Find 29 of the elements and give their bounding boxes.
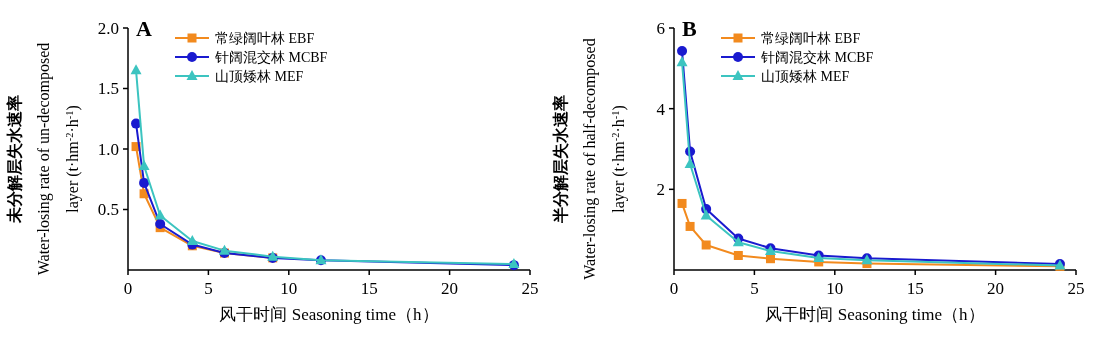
legend-label: 山顶矮林 MEF [215, 68, 304, 84]
legend-label: 常绿阔叶林 EBF [215, 30, 315, 46]
y-tick-label: 6 [656, 18, 665, 38]
y-tick-label: 4 [656, 99, 666, 119]
chart-title: B [682, 16, 697, 41]
x-tick-label: 0 [123, 279, 133, 298]
x-tick-label: 25 [521, 279, 539, 298]
x-tick-label: 15 [906, 279, 924, 298]
y-tick-label: 2.0 [97, 18, 119, 38]
y-tick-label: 2 [656, 180, 665, 200]
x-tick-label: 10 [826, 279, 844, 298]
x-tick-label: 15 [360, 279, 378, 298]
chart-title: A [136, 16, 152, 41]
x-tick-label: 5 [750, 279, 759, 298]
x-tick-label: 10 [280, 279, 298, 298]
y-tick-label: 0.5 [97, 200, 119, 220]
legend-label: 针阔混交林 MCBF [760, 49, 874, 65]
legend-label: 针阔混交林 MCBF [214, 49, 328, 65]
x-tick-label: 20 [441, 279, 459, 298]
legend-label: 常绿阔叶林 EBF [761, 30, 861, 46]
x-tick-label: 5 [204, 279, 213, 298]
x-tick-label: 20 [987, 279, 1005, 298]
x-axis-title: 风干时间 Seasoning time（h） [765, 305, 985, 324]
x-tick-label: 0 [669, 279, 679, 298]
legend-label: 山顶矮林 MEF [761, 68, 850, 84]
y-tick-label: 1.5 [97, 79, 119, 99]
x-tick-label: 25 [1067, 279, 1085, 298]
y-tick-label: 1.0 [97, 139, 119, 159]
x-axis-title: 风干时间 Seasoning time（h） [219, 305, 439, 324]
